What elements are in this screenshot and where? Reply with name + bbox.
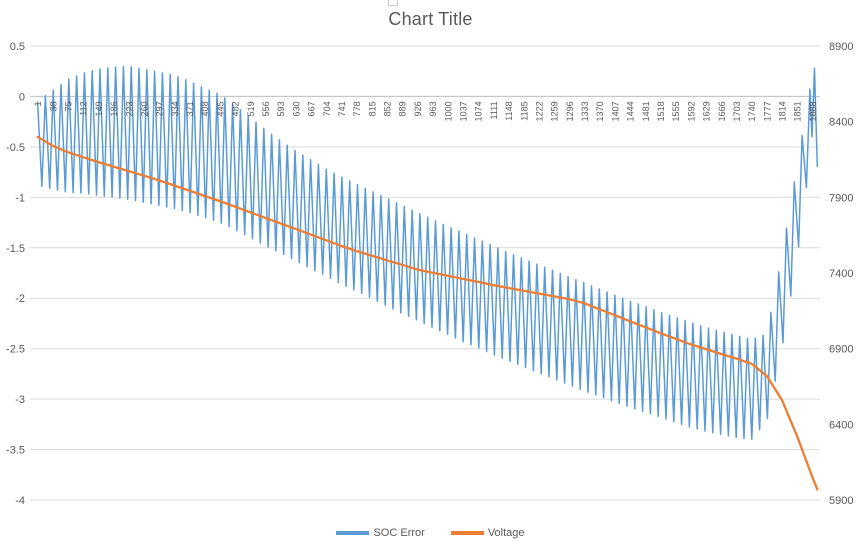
right-axis-tick-label: 6900 xyxy=(829,344,853,356)
x-axis-tick-label: 1555 xyxy=(671,101,681,121)
x-axis-tick-label: 1185 xyxy=(519,101,529,120)
x-axis-tick-label: 556 xyxy=(261,101,271,116)
x-axis-tick-label: 1148 xyxy=(504,101,514,120)
x-axis-tick-label: 926 xyxy=(413,101,423,116)
x-axis-tick-label: 778 xyxy=(352,101,362,116)
left-axis-tick-label: -4 xyxy=(15,495,25,507)
x-axis-tick-label: 519 xyxy=(246,101,256,116)
x-axis-tick-label: 1111 xyxy=(489,101,499,119)
x-axis-tick-label: 1629 xyxy=(702,101,712,121)
soc-error-series-line[interactable] xyxy=(36,65,819,440)
x-axis-tick-label: 1259 xyxy=(550,101,560,121)
x-axis-tick-label: 38 xyxy=(48,101,58,111)
x-axis-tick-label: 1851 xyxy=(793,101,803,121)
x-axis-tick-label: 186 xyxy=(109,101,119,116)
x-axis-tick-label: 1888 xyxy=(808,101,818,121)
x-axis-tick-label: 1777 xyxy=(762,101,772,121)
left-axis-tick-label: 0 xyxy=(19,91,25,103)
x-axis-tick-label: 1296 xyxy=(565,101,575,121)
right-axis-tick-label: 8900 xyxy=(829,41,853,53)
x-axis-tick-label: 815 xyxy=(367,101,377,116)
left-axis-tick-label: -0.5 xyxy=(6,142,25,154)
legend-label-voltage: Voltage xyxy=(487,527,525,539)
x-axis-tick-label: 1 xyxy=(33,101,43,106)
x-axis-tick-label: 75 xyxy=(64,101,74,111)
legend[interactable]: SOC Error Voltage xyxy=(0,524,861,542)
x-axis-tick-label: 1814 xyxy=(778,101,788,121)
voltage-swatch-icon xyxy=(450,531,484,535)
right-axis-tick-label: 6400 xyxy=(829,419,853,431)
right-axis-tick-label: 5900 xyxy=(829,495,853,507)
left-axis-tick-label: -2 xyxy=(15,293,25,305)
x-axis-tick-label: 1074 xyxy=(474,101,484,121)
x-axis-tick-label: 1370 xyxy=(595,101,605,121)
x-axis-tick-label: 223 xyxy=(124,101,134,116)
left-axis-tick-label: -1 xyxy=(15,192,25,204)
x-axis-tick-label: 149 xyxy=(94,101,104,116)
x-axis-tick-label: 963 xyxy=(428,101,438,116)
x-axis-tick-label: 1666 xyxy=(717,101,727,121)
x-axis-tick-label: 1518 xyxy=(656,101,666,121)
x-axis-tick-label: 1703 xyxy=(732,101,742,121)
x-axis-tick-label: 1481 xyxy=(641,101,651,121)
left-axis-tick-label: -1.5 xyxy=(6,243,25,255)
x-axis-tick-label: 1037 xyxy=(459,101,469,121)
chart-selection-handle[interactable] xyxy=(388,0,398,6)
left-axis-tick-label: -3.5 xyxy=(6,445,25,457)
legend-label-soc-error: SOC Error xyxy=(373,527,425,539)
x-axis-tick-label: 260 xyxy=(139,101,149,116)
left-axis-tick-label: -2.5 xyxy=(6,344,25,356)
x-axis-tick-label: 1740 xyxy=(747,101,757,121)
chart-title[interactable]: Chart Title xyxy=(388,9,473,29)
x-axis-tick-label: 371 xyxy=(185,101,195,116)
x-axis-tick-label: 1592 xyxy=(686,101,696,121)
legend-item-soc-error[interactable]: SOC Error xyxy=(336,527,425,539)
x-axis-tick-label: 482 xyxy=(231,101,241,116)
x-axis-tick-label: 852 xyxy=(383,101,393,116)
x-axis-tick-label: 445 xyxy=(215,101,225,116)
x-axis-tick-label: 1333 xyxy=(580,101,590,121)
x-axis-tick-label: 741 xyxy=(337,101,347,116)
x-axis-tick-label: 667 xyxy=(307,101,317,116)
x-axis-tick-label: 1444 xyxy=(626,101,636,121)
x-axis-tick-label: 1407 xyxy=(610,101,620,121)
x-axis-tick-label: 1222 xyxy=(534,101,544,121)
right-axis-tick-label: 8400 xyxy=(829,117,853,129)
x-axis-tick-label: 408 xyxy=(200,101,210,116)
x-axis-tick-label: 334 xyxy=(170,101,180,116)
voltage-series-line[interactable] xyxy=(36,135,819,491)
left-axis-tick-label: -3 xyxy=(15,394,25,406)
left-axis-tick-label: 0.5 xyxy=(10,41,25,53)
right-axis-tick-label: 7900 xyxy=(829,192,853,204)
x-axis-tick-label: 1000 xyxy=(443,101,453,121)
x-axis-tick-label: 630 xyxy=(291,101,301,116)
legend-item-voltage[interactable]: Voltage xyxy=(450,527,525,539)
x-axis-tick-label: 297 xyxy=(155,101,165,116)
soc-error-swatch-icon xyxy=(336,531,370,535)
x-axis-tick-label: 704 xyxy=(322,101,332,116)
right-axis-tick-label: 7400 xyxy=(829,268,853,280)
x-axis-tick-label: 593 xyxy=(276,101,286,116)
x-axis-tick-label: 112 xyxy=(79,101,89,115)
x-axis-tick-label: 889 xyxy=(398,101,408,116)
